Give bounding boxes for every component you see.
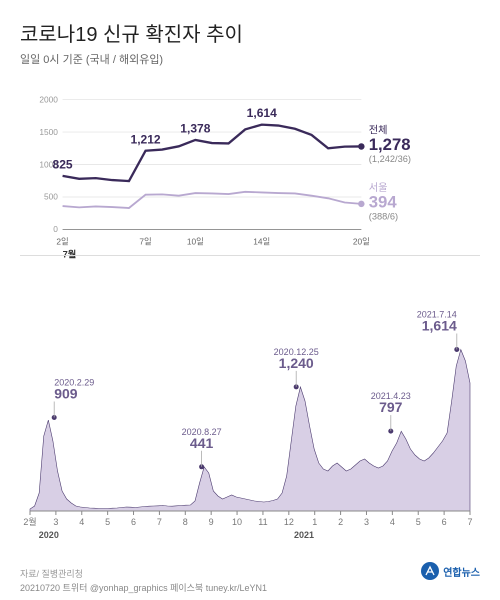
svg-text:2020: 2020	[39, 530, 59, 540]
svg-text:0: 0	[53, 224, 58, 234]
footer: 연합뉴스 20210720 트위터 @yonhap_graphics 페이스북 …	[20, 581, 480, 594]
svg-text:2월: 2월	[23, 516, 36, 527]
svg-text:4: 4	[390, 517, 395, 527]
svg-text:7일: 7일	[139, 236, 151, 246]
svg-text:797: 797	[379, 399, 403, 415]
svg-text:1: 1	[312, 517, 317, 527]
svg-text:8: 8	[183, 517, 188, 527]
svg-text:2: 2	[338, 517, 343, 527]
bottom-chart-svg: 2월34567891011121234567202020212020.2.299…	[20, 301, 480, 541]
svg-text:7월: 7월	[63, 248, 77, 259]
svg-text:1,240: 1,240	[279, 355, 314, 371]
chart-subtitle: 일일 0시 기준 (국내 / 해외유입)	[20, 51, 480, 67]
svg-text:1,614: 1,614	[247, 106, 277, 120]
top-line-chart: 05001000150020002일7일10일14일20일7월전체1,278(1…	[20, 81, 480, 261]
svg-text:7: 7	[467, 517, 472, 527]
svg-text:10일: 10일	[187, 236, 204, 246]
svg-text:11: 11	[258, 517, 267, 527]
svg-text:1,614: 1,614	[422, 318, 457, 334]
logo-icon	[421, 562, 439, 580]
chart-title: 코로나19 신규 확진자 추이	[20, 18, 480, 47]
svg-text:3: 3	[364, 517, 369, 527]
svg-text:10: 10	[232, 517, 242, 527]
svg-text:909: 909	[54, 386, 78, 402]
svg-text:6: 6	[131, 517, 136, 527]
svg-text:394: 394	[369, 193, 398, 212]
svg-text:441: 441	[190, 435, 214, 451]
svg-text:500: 500	[44, 192, 58, 202]
svg-text:9: 9	[209, 517, 214, 527]
svg-text:2021: 2021	[294, 530, 314, 540]
svg-text:20일: 20일	[353, 236, 370, 246]
svg-text:12: 12	[284, 517, 294, 527]
credit-text: 20210720 트위터 @yonhap_graphics 페이스북 tuney…	[20, 581, 480, 594]
svg-text:14일: 14일	[253, 236, 270, 246]
svg-text:2000: 2000	[39, 94, 58, 104]
top-chart-svg: 05001000150020002일7일10일14일20일7월전체1,278(1…	[20, 81, 480, 261]
svg-text:5: 5	[105, 517, 110, 527]
svg-text:1,212: 1,212	[130, 132, 160, 146]
news-logo: 연합뉴스	[421, 562, 480, 580]
svg-text:(1,242/36): (1,242/36)	[369, 154, 411, 164]
bottom-area-chart: 2월34567891011121234567202020212020.2.299…	[20, 301, 480, 541]
svg-text:6: 6	[442, 517, 447, 527]
logo-text: 연합뉴스	[443, 564, 480, 579]
divider	[20, 255, 480, 256]
svg-text:825: 825	[53, 157, 73, 171]
source-text: 자료/ 질병관리청	[20, 567, 480, 580]
svg-text:1500: 1500	[39, 127, 58, 137]
svg-text:7: 7	[157, 517, 162, 527]
svg-text:5: 5	[416, 517, 421, 527]
svg-text:1,378: 1,378	[180, 122, 210, 136]
svg-text:2일: 2일	[56, 236, 68, 246]
svg-text:4: 4	[79, 517, 84, 527]
svg-text:1,278: 1,278	[369, 135, 411, 154]
svg-text:3: 3	[53, 517, 58, 527]
svg-text:(388/6): (388/6)	[369, 212, 398, 222]
